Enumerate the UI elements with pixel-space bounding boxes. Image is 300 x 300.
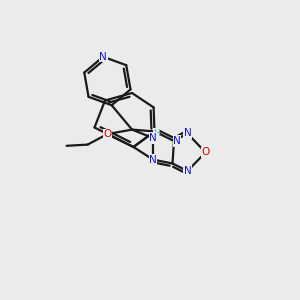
Text: H: H	[153, 129, 160, 138]
Text: N: N	[99, 52, 107, 62]
Text: N: N	[149, 133, 157, 143]
Text: O: O	[103, 129, 112, 139]
Text: N: N	[184, 128, 191, 139]
Text: O: O	[201, 147, 210, 158]
Text: N: N	[184, 166, 191, 176]
Text: N: N	[149, 154, 157, 165]
Text: N: N	[173, 136, 181, 146]
